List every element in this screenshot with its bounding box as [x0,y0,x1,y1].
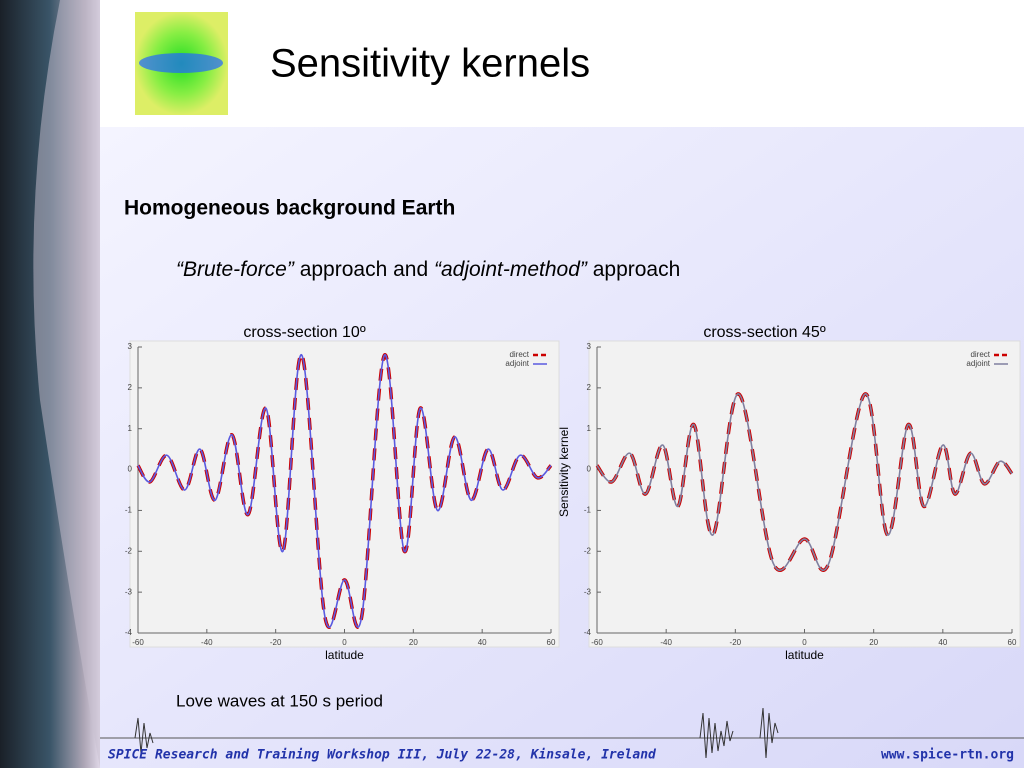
x-tick-label: 60 [1008,638,1017,647]
y-tick-label: 0 [587,465,592,474]
x-axis-label: latitude [785,648,824,662]
chart-title: cross-section 45º [703,324,825,341]
heading: Homogeneous background Earth [124,197,455,220]
y-tick-label: -2 [125,546,133,555]
series-line [137,354,552,628]
subtitle-part: “adjoint-method” [434,258,588,281]
subtitle-part: approach and [294,258,434,281]
y-axis-label: Sensitivity kernel [557,427,571,517]
plot-area [588,340,1021,648]
y-tick-label: -1 [125,506,133,515]
footer-left: SPICE Research and Training Workshop III… [108,748,657,763]
slide-title: Sensitivity kernels [270,42,590,86]
earth-limb [33,0,101,768]
y-tick-label: 2 [128,383,133,392]
x-tick-label: -40 [660,638,672,647]
y-tick-label: 3 [587,342,592,351]
subtitle-part: “Brute-force” [176,258,295,281]
y-tick-label: -4 [125,628,133,637]
y-tick-label: -3 [584,587,592,596]
x-tick-label: -20 [730,638,742,647]
y-tick-label: 3 [128,342,133,351]
legend-label: direct [509,350,529,359]
x-tick-label: 40 [938,638,947,647]
seismogram [134,707,779,759]
x-tick-label: 0 [342,638,347,647]
chart-title: cross-section 10º [243,324,365,341]
x-tick-label: 60 [547,638,556,647]
legend-label: adjoint [505,359,529,368]
plot-area [129,340,560,648]
x-tick-label: -60 [132,638,144,647]
subtitle: “Brute-force” approach and “adjoint-meth… [176,258,680,281]
series-line [596,393,1013,572]
x-tick-label: 40 [478,638,487,647]
y-tick-label: -1 [584,506,592,515]
x-tick-label: 20 [869,638,878,647]
subtitle-part: approach [587,258,680,281]
x-tick-label: 20 [409,638,418,647]
caption: Love waves at 150 s period [176,691,383,710]
y-tick-label: -3 [125,587,133,596]
legend-label: direct [970,350,990,359]
y-tick-label: 1 [128,424,133,433]
y-tick-label: -2 [584,546,592,555]
x-tick-label: -20 [270,638,282,647]
y-tick-label: -4 [584,628,592,637]
legend-label: adjoint [966,359,990,368]
x-tick-label: -60 [591,638,603,647]
x-tick-label: -40 [201,638,213,647]
x-tick-label: 0 [802,638,807,647]
footer-right: www.spice-rtn.org [881,748,1014,763]
x-axis-label: latitude [325,648,364,662]
kernel-icon-ellipse [139,53,223,73]
y-tick-label: 0 [128,465,133,474]
y-tick-label: 1 [587,424,592,433]
y-tick-label: 2 [587,383,592,392]
